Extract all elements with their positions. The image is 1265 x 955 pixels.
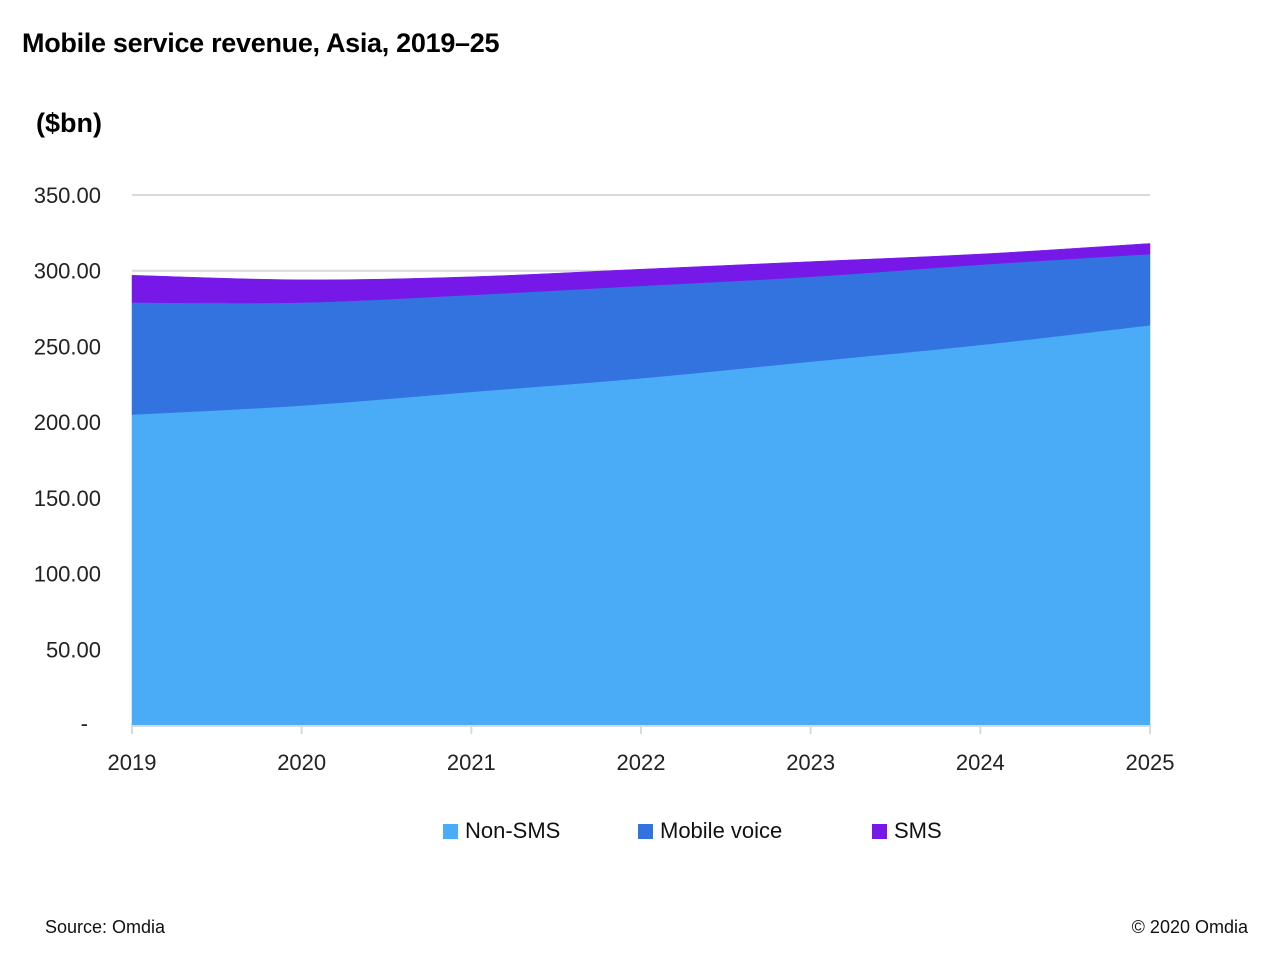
area-chart: - 50.00 100.00 150.00 200.00 250.00 300.00 350.… [34,183,1175,775]
legend: Non-SMS Mobile voice SMS [0,818,1265,850]
legend-swatch-mobile-voice [638,823,653,839]
x-tick-label: 2019 [108,750,157,775]
y-tick-label: 250.00 [34,334,101,359]
legend-label: Mobile voice [660,818,783,843]
y-tick-label: - [81,711,88,736]
x-tick-label: 2022 [617,750,666,775]
legend-item-sms[interactable]: SMS [872,818,942,844]
x-tick-label: 2023 [786,750,835,775]
legend-item-mobile-voice[interactable]: Mobile voice [638,818,782,844]
y-tick-label: 350.00 [34,183,101,208]
x-tick-label: 2020 [277,750,326,775]
source-note: Source: Omdia [45,917,166,937]
x-tick-label: 2025 [1126,750,1175,775]
y-axis-unit-label: ($bn) [36,108,102,138]
chart-title: Mobile service revenue, Asia, 2019–25 [22,28,500,58]
x-tick-label: 2021 [447,750,496,775]
x-axis [131,725,1151,734]
y-tick-label: 200.00 [34,410,101,435]
x-axis-tick-labels: 2019 2020 2021 2022 2023 2024 2025 [108,750,1175,775]
x-tick-label: 2024 [956,750,1005,775]
legend-label: SMS [894,818,942,843]
y-tick-label: 100.00 [34,562,101,587]
y-tick-label: 50.00 [46,637,101,662]
area-sms [131,243,1151,304]
copyright-note: © 2020 Omdia [1131,917,1248,937]
legend-label: Non-SMS [465,818,561,843]
y-axis-tick-labels: - 50.00 100.00 150.00 200.00 250.00 300.00 350.… [34,183,101,736]
legend-item-non-sms[interactable]: Non-SMS [443,818,560,844]
y-tick-label: 300.00 [34,259,101,284]
legend-swatch-non-sms [443,823,458,839]
series-areas [131,243,1151,726]
y-tick-label: 150.00 [34,486,101,511]
legend-swatch-sms [872,823,887,839]
